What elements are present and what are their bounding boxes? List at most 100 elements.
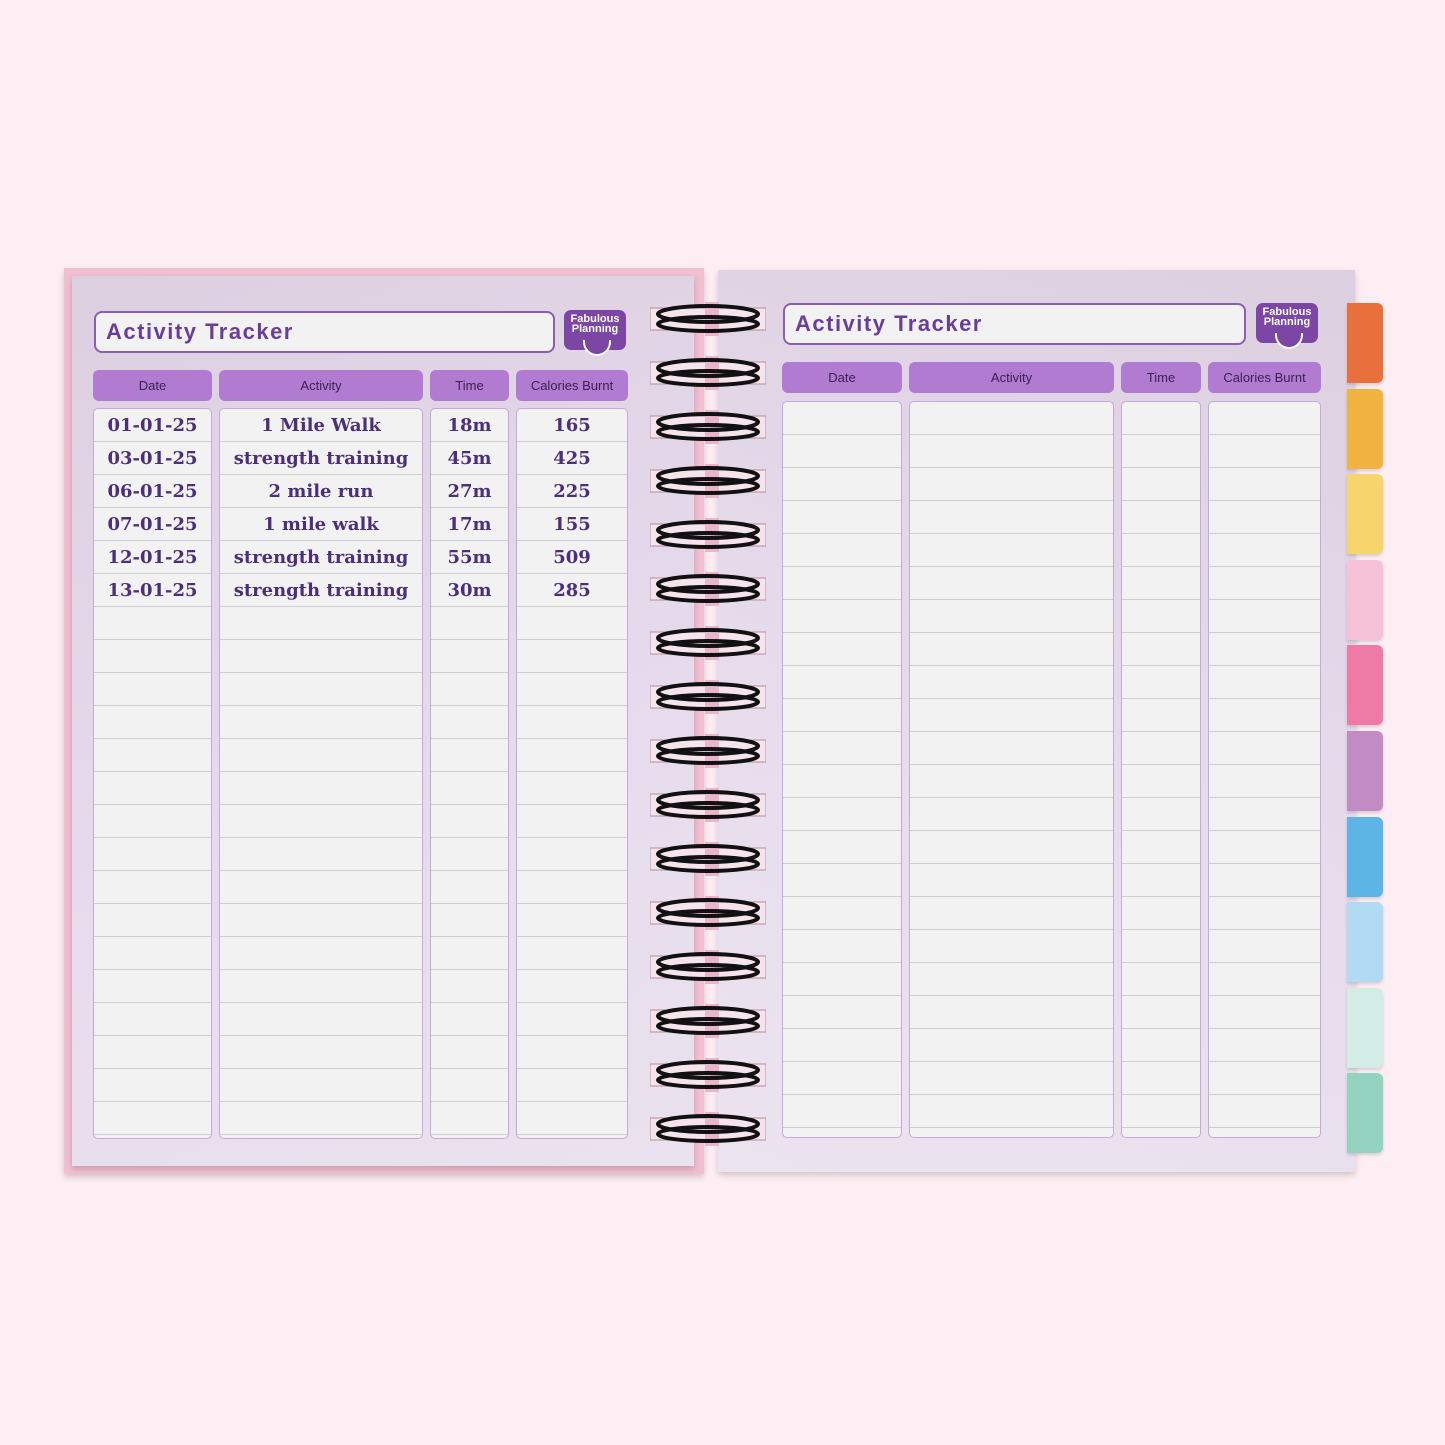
table-cell[interactable]: [910, 1095, 1113, 1128]
section-tab[interactable]: [1347, 987, 1383, 1068]
section-tab[interactable]: [1347, 1073, 1383, 1154]
table-cell[interactable]: [517, 838, 627, 871]
table-cell[interactable]: [431, 772, 508, 805]
table-cell[interactable]: [431, 805, 508, 838]
table-cell[interactable]: [1122, 831, 1200, 864]
section-tab[interactable]: [1347, 902, 1383, 983]
table-cell[interactable]: [517, 706, 627, 739]
table-cell[interactable]: 01-01-25: [94, 409, 211, 442]
table-cell[interactable]: [910, 1029, 1113, 1062]
table-cell[interactable]: [1209, 534, 1320, 567]
table-cell[interactable]: [1122, 1095, 1200, 1128]
table-cell[interactable]: [94, 607, 211, 640]
table-cell[interactable]: [783, 798, 901, 831]
table-cell[interactable]: [783, 930, 901, 963]
table-cell[interactable]: [431, 937, 508, 970]
table-cell[interactable]: [517, 1102, 627, 1135]
table-cell[interactable]: [94, 1069, 211, 1102]
table-cell[interactable]: [94, 805, 211, 838]
table-cell[interactable]: [94, 871, 211, 904]
table-cell[interactable]: [910, 897, 1113, 930]
table-cell[interactable]: [1122, 402, 1200, 435]
table-cell[interactable]: [517, 739, 627, 772]
table-cell[interactable]: [910, 831, 1113, 864]
table-cell[interactable]: 55m: [431, 541, 508, 574]
table-cell[interactable]: [517, 1069, 627, 1102]
table-cell[interactable]: 18m: [431, 409, 508, 442]
table-cell[interactable]: [1209, 402, 1320, 435]
table-cell[interactable]: strength training: [220, 442, 422, 475]
table-cell[interactable]: [431, 739, 508, 772]
section-tab[interactable]: [1347, 474, 1383, 555]
table-cell[interactable]: [1122, 930, 1200, 963]
section-tab[interactable]: [1347, 388, 1383, 469]
section-tab[interactable]: [1347, 731, 1383, 811]
table-cell[interactable]: [517, 673, 627, 706]
table-cell[interactable]: [783, 699, 901, 732]
table-cell[interactable]: [783, 666, 901, 699]
table-cell[interactable]: 06-01-25: [94, 475, 211, 508]
table-cell[interactable]: [94, 772, 211, 805]
table-cell[interactable]: [910, 633, 1113, 666]
table-cell[interactable]: [517, 607, 627, 640]
table-cell[interactable]: strength training: [220, 574, 422, 607]
table-cell[interactable]: [220, 640, 422, 673]
table-cell[interactable]: [783, 567, 901, 600]
table-cell[interactable]: [1122, 732, 1200, 765]
table-cell[interactable]: [1209, 1095, 1320, 1128]
table-cell[interactable]: [220, 1003, 422, 1036]
table-cell[interactable]: [517, 640, 627, 673]
table-cell[interactable]: [783, 1062, 901, 1095]
table-cell[interactable]: [220, 772, 422, 805]
table-cell[interactable]: [517, 970, 627, 1003]
table-cell[interactable]: [220, 871, 422, 904]
table-cell[interactable]: [910, 930, 1113, 963]
table-cell[interactable]: [517, 904, 627, 937]
table-cell[interactable]: [783, 600, 901, 633]
table-cell[interactable]: [431, 970, 508, 1003]
table-cell[interactable]: [1122, 1029, 1200, 1062]
table-cell[interactable]: [1122, 501, 1200, 534]
table-cell[interactable]: [220, 607, 422, 640]
table-cell[interactable]: [1122, 996, 1200, 1029]
table-cell[interactable]: 509: [517, 541, 627, 574]
table-cell[interactable]: [783, 831, 901, 864]
table-cell[interactable]: [783, 732, 901, 765]
table-cell[interactable]: [1209, 930, 1320, 963]
table-cell[interactable]: [94, 1102, 211, 1135]
table-cell[interactable]: [220, 1036, 422, 1069]
table-cell[interactable]: [910, 402, 1113, 435]
table-cell[interactable]: 13-01-25: [94, 574, 211, 607]
table-cell[interactable]: [220, 1102, 422, 1135]
table-cell[interactable]: [783, 435, 901, 468]
table-cell[interactable]: [431, 1003, 508, 1036]
table-cell[interactable]: [1209, 765, 1320, 798]
table-cell[interactable]: [517, 1036, 627, 1069]
table-cell[interactable]: [910, 963, 1113, 996]
table-cell[interactable]: [517, 1003, 627, 1036]
table-cell[interactable]: [910, 600, 1113, 633]
table-cell[interactable]: [1209, 567, 1320, 600]
table-cell[interactable]: [783, 468, 901, 501]
section-tab[interactable]: [1347, 816, 1383, 897]
table-cell[interactable]: [1209, 468, 1320, 501]
table-cell[interactable]: [783, 996, 901, 1029]
table-cell[interactable]: 225: [517, 475, 627, 508]
table-cell[interactable]: [910, 732, 1113, 765]
table-cell[interactable]: [910, 435, 1113, 468]
table-cell[interactable]: [1122, 600, 1200, 633]
table-cell[interactable]: [1122, 864, 1200, 897]
table-cell[interactable]: [220, 937, 422, 970]
table-cell[interactable]: 1 Mile Walk: [220, 409, 422, 442]
table-cell[interactable]: [431, 640, 508, 673]
table-cell[interactable]: [783, 1029, 901, 1062]
table-cell[interactable]: [517, 805, 627, 838]
table-cell[interactable]: [431, 1069, 508, 1102]
table-cell[interactable]: [1122, 633, 1200, 666]
table-cell[interactable]: [1209, 501, 1320, 534]
section-tab[interactable]: [1347, 559, 1383, 640]
table-cell[interactable]: [910, 666, 1113, 699]
table-cell[interactable]: [220, 838, 422, 871]
table-cell[interactable]: strength training: [220, 541, 422, 574]
table-cell[interactable]: [220, 673, 422, 706]
